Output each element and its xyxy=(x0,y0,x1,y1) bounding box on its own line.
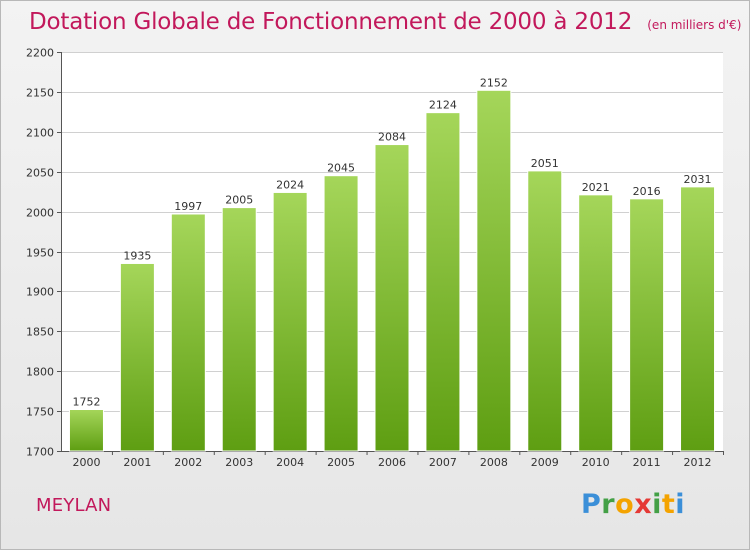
x-tick-label: 2002 xyxy=(174,456,202,469)
value-labels: 1752 1935 1997 2005 2024 2045 2084 2124 2152 2051… xyxy=(72,76,711,408)
logo-letter: t xyxy=(661,489,676,520)
y-tick-label: 2150 xyxy=(26,87,54,100)
data-label: 1997 xyxy=(174,200,202,213)
logo-letter: x xyxy=(634,489,653,520)
y-tick-label: 1800 xyxy=(26,366,54,379)
bar xyxy=(476,89,512,452)
bar xyxy=(374,144,410,452)
data-label: 2021 xyxy=(582,181,610,194)
y-tick-label: 1950 xyxy=(26,247,54,260)
logo-letter: i xyxy=(675,489,686,520)
data-label: 2152 xyxy=(480,76,508,89)
bar xyxy=(578,194,614,452)
x-tick-labels: 2000 2001 2002 2003 2004 2005 2006 2007 2008 2009… xyxy=(72,456,711,469)
y-tick-label: 2000 xyxy=(26,207,54,220)
x-tick-label: 2003 xyxy=(225,456,253,469)
y-tick-labels: 1700 1750 1800 1850 1900 1950 2000 2050 2100 2150… xyxy=(26,47,54,459)
chart-subtitle: (en milliers d'€) xyxy=(647,18,742,32)
data-label: 2124 xyxy=(429,99,457,112)
bar xyxy=(527,170,563,452)
x-tick-label: 2004 xyxy=(276,456,304,469)
data-label: 1935 xyxy=(123,249,151,262)
x-tick-label: 2006 xyxy=(378,456,406,469)
x-tick-label: 2010 xyxy=(582,456,610,469)
data-label: 2031 xyxy=(684,173,712,186)
bar xyxy=(68,409,104,452)
x-tick-label: 2000 xyxy=(72,456,100,469)
y-tick-label: 2050 xyxy=(26,167,54,180)
logo-letter: o xyxy=(615,489,635,520)
data-label: 2045 xyxy=(327,162,355,175)
logo-letter: r xyxy=(601,489,616,520)
bar xyxy=(221,207,257,452)
y-tick-label: 1850 xyxy=(26,326,54,339)
x-tick-label: 2005 xyxy=(327,456,355,469)
bar xyxy=(272,191,308,452)
y-tick-label: 1900 xyxy=(26,286,54,299)
bar xyxy=(323,175,359,452)
proxiti-logo: Proxiti xyxy=(581,489,685,520)
chart-title: Dotation Globale de Fonctionnement de 20… xyxy=(29,9,633,35)
bar xyxy=(170,213,206,452)
bar xyxy=(629,198,665,452)
x-tick-label: 2007 xyxy=(429,456,457,469)
bar xyxy=(680,186,716,452)
data-label: 2005 xyxy=(225,194,253,207)
bar xyxy=(119,262,155,452)
y-tick-label: 2100 xyxy=(26,127,54,140)
x-tick-label: 2001 xyxy=(123,456,151,469)
logo-letter: P xyxy=(581,489,602,520)
data-label: 1752 xyxy=(72,396,100,409)
y-tick-label: 2200 xyxy=(26,47,54,60)
bar xyxy=(425,112,461,452)
x-tick-label: 2008 xyxy=(480,456,508,469)
chart-header: Dotation Globale de Fonctionnement de 20… xyxy=(29,9,741,35)
bars xyxy=(68,89,716,452)
data-label: 2016 xyxy=(633,185,661,198)
data-label: 2084 xyxy=(378,131,406,144)
logo-letter: i xyxy=(652,489,662,520)
commune-name: MEYLAN xyxy=(36,495,112,516)
x-tick-label: 2009 xyxy=(531,456,559,469)
y-tick-label: 1700 xyxy=(26,446,54,459)
x-tick-label: 2012 xyxy=(684,456,712,469)
x-tick-label: 2011 xyxy=(633,456,661,469)
data-label: 2024 xyxy=(276,178,304,191)
data-label: 2051 xyxy=(531,157,559,170)
y-tick-label: 1750 xyxy=(26,406,54,419)
